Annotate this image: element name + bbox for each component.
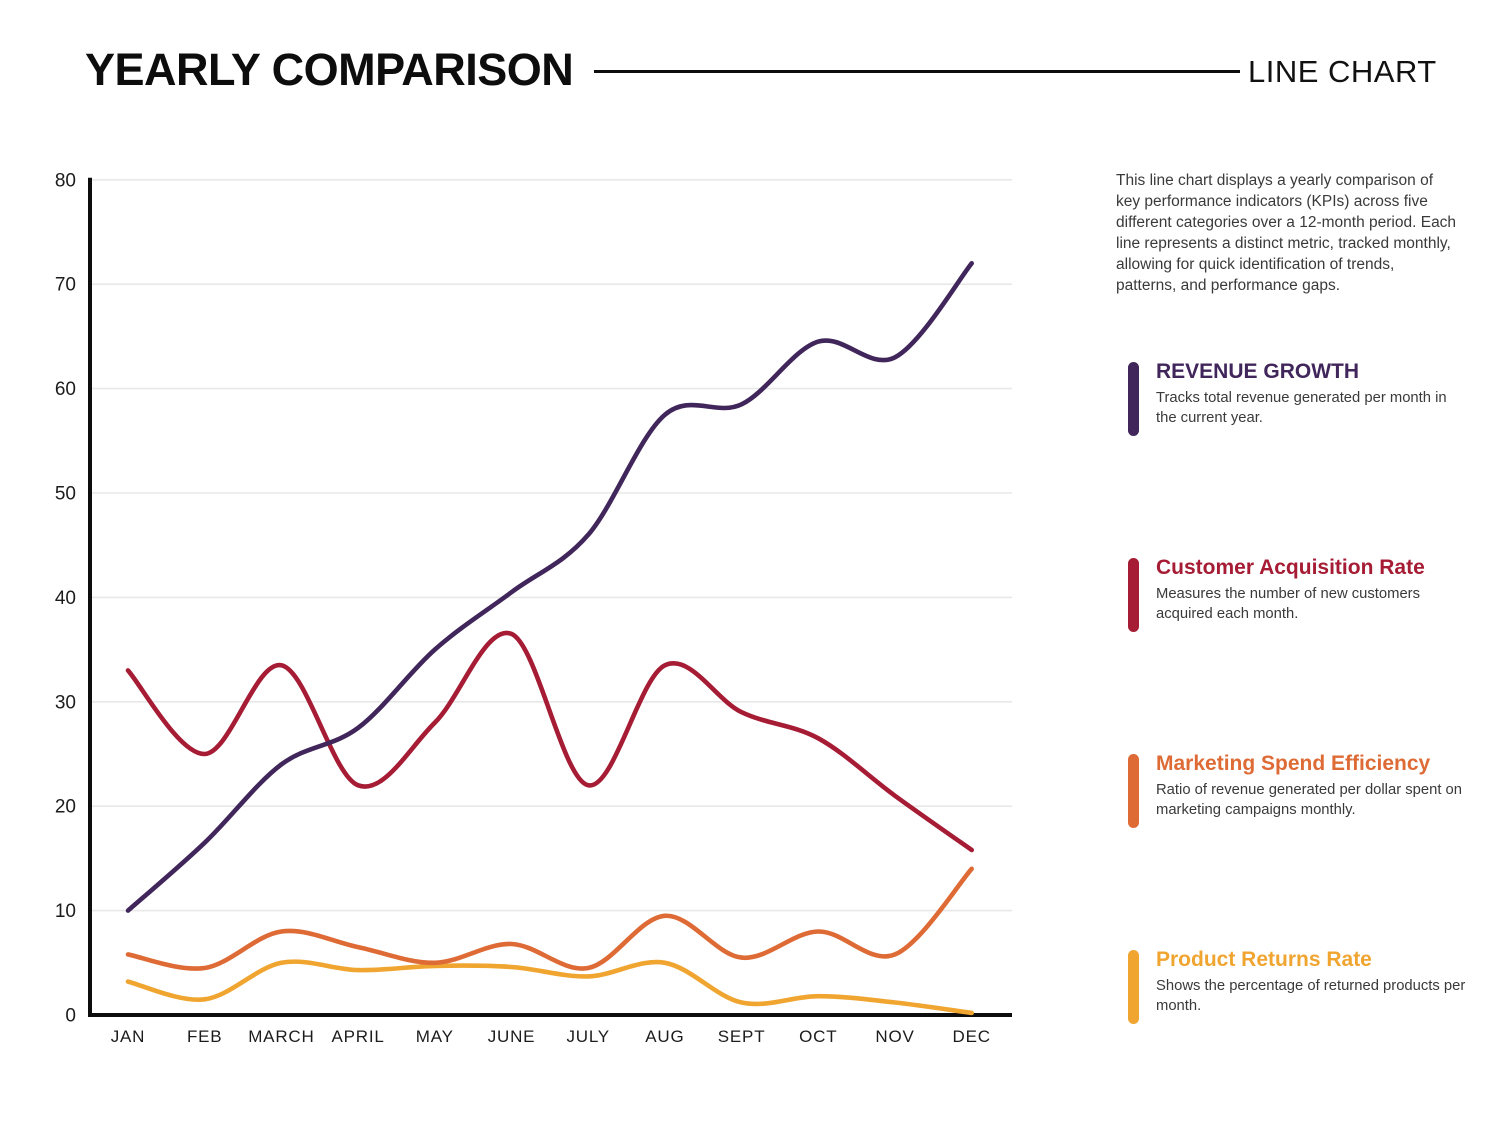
- chart-type-label: LINE CHART: [1248, 54, 1437, 89]
- series-line-marketing-spend-efficiency: [125, 866, 974, 971]
- legend-item-marketing-spend-efficiency: Marketing Spend Efficiency Ratio of reve…: [1128, 752, 1468, 828]
- legend-series-name: REVENUE GROWTH: [1156, 360, 1360, 383]
- x-tick-label: OCT: [799, 1027, 837, 1046]
- x-tick-label: JULY: [566, 1027, 610, 1046]
- legend-item-customer-acquisition-rate: Customer Acquisition Rate Measures the n…: [1128, 556, 1468, 632]
- legend-series-description: Ratio of revenue generated per dollar sp…: [1156, 782, 1463, 818]
- page-title: YEARLY COMPARISON: [85, 44, 574, 95]
- legend-color-bar: [1128, 950, 1139, 1024]
- legend-color-bar: [1128, 362, 1139, 436]
- legend-color-bar: [1128, 754, 1139, 828]
- x-tick-label: SEPT: [718, 1027, 766, 1046]
- x-tick-label: JUNE: [488, 1027, 536, 1046]
- legend-color-bar: [1128, 558, 1139, 632]
- line-chart-plot: 0 10 20 30 40 50 60 70 80 JAN FEB MARCH APRIL MAY JUNE…: [55, 170, 1012, 1046]
- title-divider: [594, 70, 1240, 73]
- x-tick-label: APRIL: [332, 1027, 385, 1046]
- y-tick-label: 20: [55, 797, 76, 818]
- x-tick-label: MAY: [416, 1027, 454, 1046]
- legend-item-revenue-growth: REVENUE GROWTH Tracks total revenue gene…: [1128, 360, 1468, 436]
- y-tick-label: 0: [65, 1006, 76, 1027]
- y-tick-label: 50: [55, 484, 76, 505]
- legend-series-name: Product Returns Rate: [1156, 948, 1372, 971]
- legend-series-name: Customer Acquisition Rate: [1156, 556, 1425, 579]
- legend-series-name: Marketing Spend Efficiency: [1156, 752, 1431, 775]
- legend-series-description: Shows the percentage of returned product…: [1156, 978, 1466, 1014]
- y-tick-label: 60: [55, 379, 76, 400]
- x-tick-label: FEB: [187, 1027, 222, 1046]
- chart-legend: REVENUE GROWTH Tracks total revenue gene…: [1128, 0, 1498, 1125]
- legend-series-description: Tracks total revenue generated per month…: [1156, 390, 1447, 426]
- chart-description: This line chart displays a yearly compar…: [1116, 172, 1457, 295]
- series-line-customer-acquisition-rate: [125, 630, 974, 853]
- series-line-product-returns-rate: [125, 959, 974, 1016]
- x-tick-label: JAN: [111, 1027, 146, 1046]
- y-tick-label: 40: [55, 588, 76, 609]
- y-tick-label: 80: [55, 170, 76, 191]
- legend-item-product-returns-rate: Product Returns Rate Shows the percentag…: [1128, 948, 1468, 1024]
- x-tick-label: AUG: [645, 1027, 684, 1046]
- series-line-revenue-growth: [125, 261, 974, 913]
- y-tick-label: 30: [55, 692, 76, 713]
- y-tick-label: 10: [55, 901, 76, 922]
- y-tick-label: 70: [55, 275, 76, 296]
- x-tick-label: MARCH: [248, 1027, 314, 1046]
- x-tick-label: NOV: [875, 1027, 914, 1046]
- x-tick-label: DEC: [953, 1027, 991, 1046]
- legend-series-description: Measures the number of new customers acq…: [1156, 586, 1420, 622]
